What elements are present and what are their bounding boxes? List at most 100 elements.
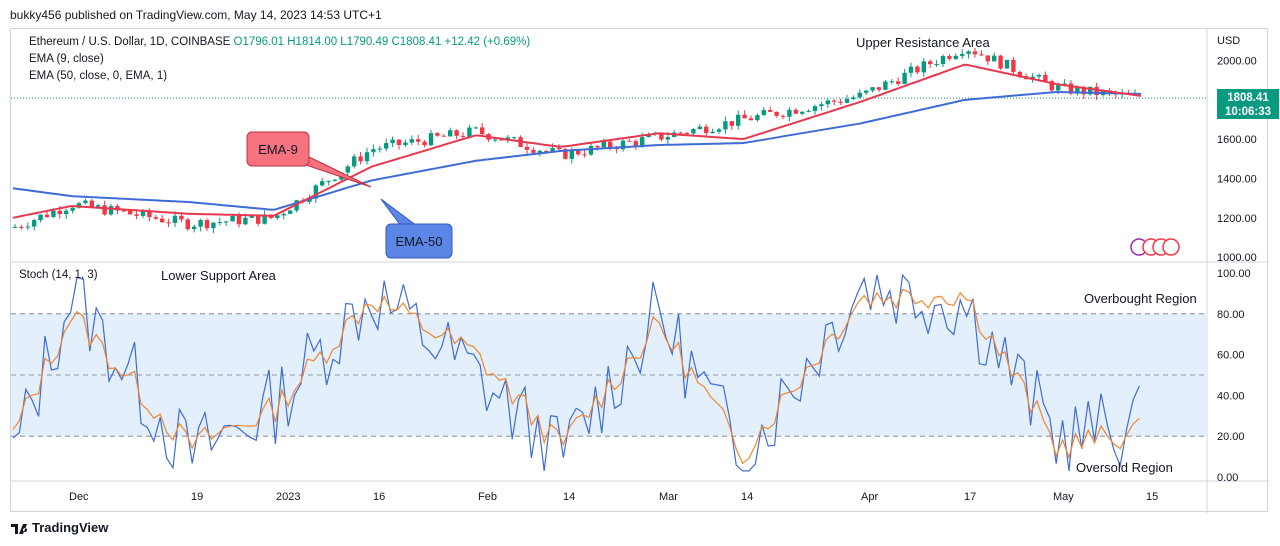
candle-body [249,215,254,218]
candle-body [38,214,43,221]
candle-body [953,55,958,59]
candle-body [691,129,696,134]
candle-body [947,56,952,59]
candle-body [499,139,504,141]
price-tag-value: 1808.41 [1227,92,1269,105]
ema9-line [12,63,1142,219]
candle-body [12,226,18,228]
time-tick-label: 2023 [276,491,300,503]
price-tag: 1808.41 10:06:33 [1217,89,1279,120]
legend-ohlc: O1796.01 H1814.00 L1790.49 C1808.41 +12.… [233,36,531,48]
candle-body [1043,74,1048,82]
candle-body [748,118,754,121]
candle-body [243,217,248,225]
candle-body [563,149,568,159]
candle-body [780,115,786,117]
candle-body [723,121,728,130]
candle-body [211,222,216,229]
candle-body [288,210,293,214]
candle-body [857,92,862,98]
tradingview-brand: TradingView [32,520,109,535]
time-tick-label: 14 [741,491,753,503]
candle-body [275,215,280,219]
dividend-flag-icon[interactable] [1130,238,1180,256]
time-tick-label: Feb [478,491,497,503]
price-tick-label: 1000.00 [1217,252,1257,264]
candle-body [473,127,478,129]
time-tick-label: 15 [1146,491,1158,503]
candle-body [83,200,88,204]
candle-body [1004,59,1010,69]
ema9-callout-text: EMA-9 [258,142,298,157]
ema9-callout: EMA-9 [246,131,372,188]
candle-body [531,149,536,153]
time-tick-label: 16 [373,491,385,503]
legend-ema9: EMA (9, close) [29,53,104,65]
time-tick-label: Dec [69,491,89,503]
time-tick-label: 19 [191,491,203,503]
candle-body [960,53,965,56]
candle-body [512,137,517,139]
candle-body [1094,86,1099,96]
chart-frame[interactable]: USD 2000.001800.001600.001400.001200.001… [10,28,1279,513]
candle-body [121,210,126,212]
legend-symbol: Ethereum / U.S. Dollar, 1D, COINBASE [29,36,231,48]
candle-body [550,148,555,151]
candle-body [166,222,171,224]
candle-body [620,140,626,150]
candle-body [704,126,709,134]
candle-body [729,121,734,126]
candle-body [800,111,805,114]
candle-body [384,143,389,149]
time-tick-label: Mar [659,491,678,503]
candle-body [441,135,446,137]
upper-resistance-label: Upper Resistance Area [856,35,990,50]
candle-body [896,81,901,84]
tradingview-logo[interactable]: TradingView [10,520,108,535]
candle-body [89,200,94,207]
candle-body [979,54,984,56]
candle-body [326,180,331,182]
candle-body [601,141,606,148]
time-tick-label: Apr [861,491,878,503]
candle-body [665,137,670,140]
candle-body [992,55,997,62]
candle-body [460,135,466,137]
candle-body [889,81,894,83]
candle-body [435,133,440,136]
candle-body [1088,86,1093,95]
oversold-label: Oversold Region [1076,460,1173,475]
legend-symbol-row: Ethereum / U.S. Dollar, 1D, COINBASE O17… [29,36,530,48]
candle-body [281,213,286,216]
stoch-d-line [12,288,1140,465]
candle-body [915,66,920,73]
candle-body [364,152,370,162]
candle-body [32,220,37,227]
candle-body [224,221,229,223]
candle-body [710,131,715,134]
candle-body [352,156,357,167]
price-tag-countdown: 10:06:33 [1224,106,1272,119]
candle-body [985,55,990,62]
chart-canvas[interactable]: USD 2000.001800.001600.001400.001200.001… [11,29,1269,513]
candle-body [556,148,562,150]
candle-body [544,150,549,152]
candle-body [160,218,165,223]
stoch-tick-label: 60.00 [1217,350,1245,362]
stoch-axis-ticks: 100.00 80.00 60.00 40.00 20.00 0.00 [1217,268,1251,484]
time-axis-ticks: Dec 19 2023 16 Feb 14 Mar 14 Apr 17 May 15 [69,491,1158,503]
legend-stoch: Stoch (14, 1, 3) [19,269,98,281]
candles [12,47,1138,234]
price-tick-label: 2000.00 [1217,56,1257,68]
candle-body [582,154,587,156]
candle-body [966,51,971,54]
candle-body [819,104,824,107]
candle-body [313,185,318,199]
candle-body [825,100,830,105]
candle-body [371,149,376,153]
candle-body [332,179,338,181]
candle-body [198,220,203,227]
candle-body [812,106,818,111]
candle-body [454,130,459,136]
candle-body [755,115,760,121]
